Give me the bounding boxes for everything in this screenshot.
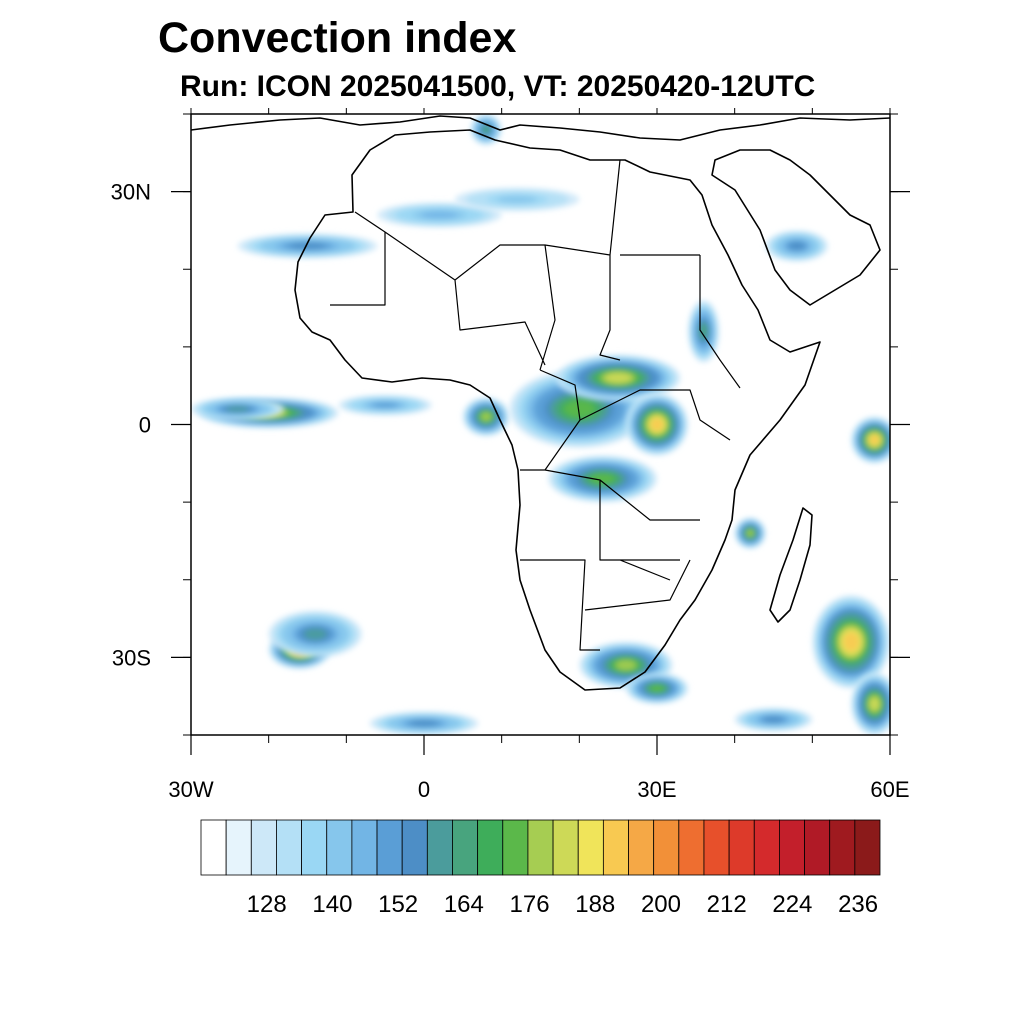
colorbar-swatch xyxy=(628,819,655,876)
colorbar-swatch xyxy=(452,819,479,876)
colorbar-tick-label: 152 xyxy=(378,891,418,918)
convection-contour xyxy=(410,720,438,727)
convection-contour xyxy=(650,418,664,431)
colorbar-tick-label: 188 xyxy=(575,891,615,918)
convection-contour xyxy=(289,242,326,250)
convection-cell xyxy=(462,397,510,437)
convection-cell xyxy=(625,672,689,704)
convection-cell xyxy=(765,230,828,262)
colorbar-swatch xyxy=(678,819,705,876)
colorbar-swatch xyxy=(276,819,302,876)
convection-cell xyxy=(556,354,681,402)
colorbar-swatch xyxy=(854,819,881,876)
colorbar-tick-label: 140 xyxy=(312,891,352,918)
convection-contour xyxy=(421,211,458,219)
colorbar-swatch xyxy=(351,819,378,876)
colorbar-swatch xyxy=(326,819,353,876)
arabia-coastline xyxy=(711,149,881,306)
convection-cell xyxy=(377,202,502,228)
colorbar-swatch xyxy=(477,819,504,876)
convection-contour xyxy=(372,402,398,408)
colorbar-swatch xyxy=(577,819,604,876)
colorbar-swatch xyxy=(426,819,453,876)
convection-contour xyxy=(482,125,490,134)
convection-contour xyxy=(699,324,708,339)
lon-tick-label: 30E xyxy=(637,777,676,802)
colorbar-swatch xyxy=(804,819,831,876)
colorbar-swatch xyxy=(703,819,730,876)
convection-cell xyxy=(338,395,432,416)
convection-field xyxy=(191,114,890,735)
convection-contour xyxy=(788,241,805,250)
colorbar-swatch xyxy=(602,819,629,876)
colorbar-tick-label: 164 xyxy=(444,891,484,918)
convection-cell xyxy=(734,517,766,549)
colorbar-swatch xyxy=(200,819,227,876)
convection-contour xyxy=(650,684,664,692)
lat-tick-label: 30S xyxy=(112,645,151,670)
convection-cell xyxy=(625,393,689,456)
convection-cell xyxy=(734,707,813,732)
colorbar-swatch xyxy=(401,819,428,876)
colorbar-swatch xyxy=(829,819,856,876)
africa-coastline xyxy=(294,129,821,691)
chart-title: Convection index xyxy=(158,14,517,62)
convection-cell xyxy=(455,187,580,212)
convection-contour xyxy=(590,473,615,484)
convection-cell xyxy=(237,233,378,259)
lat-tick-label: 0 xyxy=(139,413,151,438)
convection-contour xyxy=(746,529,754,537)
convection-contour xyxy=(563,400,595,418)
lon-tick-label: 30W xyxy=(168,777,213,802)
convection-contour xyxy=(303,628,327,640)
colorbar-tick-label: 224 xyxy=(772,891,812,918)
convection-contour xyxy=(481,412,492,421)
colorbar-tick-label: 212 xyxy=(707,891,747,918)
convection-contour xyxy=(869,435,880,445)
colorbar-swatch xyxy=(653,819,680,876)
convection-contour xyxy=(226,406,249,412)
colorbar-swatch xyxy=(301,819,328,876)
lat-tick-label: 30N xyxy=(111,180,151,205)
colorbar-tick-label: 176 xyxy=(510,891,550,918)
coastlines-and-borders xyxy=(191,115,890,691)
colorbar-swatch xyxy=(502,819,529,876)
lon-tick-label: 0 xyxy=(418,777,430,802)
convection-cell xyxy=(548,455,658,503)
axis-ticks: 30W 0 30E 60E 30N 0 30S xyxy=(111,108,910,802)
convection-cell xyxy=(268,610,362,658)
chart-subtitle: Run: ICON 2025041500, VT: 20250420-12UTC xyxy=(180,70,816,103)
colorbar-swatch xyxy=(376,819,403,876)
convection-contour xyxy=(615,660,636,671)
colorbar-swatch xyxy=(728,819,755,876)
colorbar-swatch xyxy=(250,819,277,876)
colorbar-swatch xyxy=(779,819,805,876)
madagascar-coastline xyxy=(769,507,813,623)
colorbar: 128 140 152 164 176 188 200 212 224 236 xyxy=(200,819,881,918)
convection-contour xyxy=(605,373,632,383)
convection-cell xyxy=(851,672,890,735)
colorbar-tick-label: 128 xyxy=(247,891,287,918)
colorbar-swatch xyxy=(225,819,252,876)
country-borders xyxy=(330,159,741,651)
colorbar-swatch xyxy=(753,819,780,876)
convection-contour xyxy=(869,697,880,711)
colorbar-swatch xyxy=(552,819,579,876)
colorbar-tick-label: 236 xyxy=(838,891,878,918)
lon-tick-label: 60E xyxy=(870,777,909,802)
europe-coastline xyxy=(191,115,890,141)
convection-cell xyxy=(688,300,720,363)
colorbar-swatch xyxy=(527,819,554,876)
convection-cell xyxy=(851,416,890,464)
colorbar-tick-label: 200 xyxy=(641,891,681,918)
convection-contour xyxy=(497,195,538,204)
convection-contour xyxy=(763,716,784,723)
convection-cell xyxy=(369,711,479,735)
convection-cell xyxy=(191,397,285,421)
convection-cell xyxy=(812,595,890,689)
convection-contour xyxy=(843,632,860,652)
